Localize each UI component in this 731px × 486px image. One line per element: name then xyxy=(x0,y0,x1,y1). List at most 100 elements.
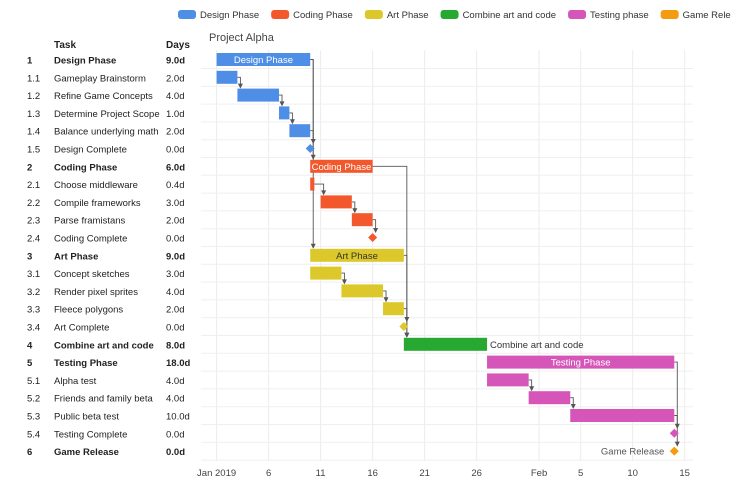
dependency-arrowhead xyxy=(237,83,243,89)
legend-item[interactable]: Combine art and code xyxy=(440,10,556,21)
legend-item[interactable]: Art Phase xyxy=(364,10,429,21)
task-bar xyxy=(237,88,280,102)
x-tick-label: Jan 2019 xyxy=(197,468,236,479)
task-days: 4.0d xyxy=(166,287,185,298)
task-days: 2.0d xyxy=(166,305,185,316)
task-id: 1.1 xyxy=(27,73,40,84)
phase-bar xyxy=(310,248,404,262)
column-header-task: Task xyxy=(54,40,76,51)
task-id: 3.1 xyxy=(27,269,40,280)
dependency-arrowhead xyxy=(674,441,680,447)
table-row: 5.1 Alpha test 4.0d xyxy=(27,376,185,387)
table-row: 1.4 Balance underlying math 2.0d xyxy=(27,127,185,138)
milestone-marker xyxy=(399,322,409,331)
task-id: 2.4 xyxy=(27,234,40,245)
table-row: 1.3 Determine Project Scope 1.0d xyxy=(27,109,185,120)
milestone-marker xyxy=(669,446,679,456)
task-name: Concept sketches xyxy=(54,269,130,280)
milestone-marker xyxy=(669,428,679,438)
table-row: 4 Combine art and code 8.0d xyxy=(27,340,185,351)
legend-swatch xyxy=(568,10,587,19)
task-name: Coding Phase xyxy=(54,162,117,173)
legend-item[interactable]: Testing phase xyxy=(568,10,649,21)
dependency-arrowhead xyxy=(352,208,358,214)
x-tick-label: Feb xyxy=(531,468,547,479)
task-days: 4.0d xyxy=(166,376,185,387)
dependency-arrowhead xyxy=(310,243,316,249)
task-table: 1 Design Phase 9.0d 1.1 Gameplay Brainstorm 2… xyxy=(27,56,190,459)
task-id: 1.2 xyxy=(27,91,40,102)
table-row: 2.1 Choose middleware 0.4d xyxy=(27,180,185,191)
task-days: 10.0d xyxy=(166,412,190,423)
task-name: Refine Game Concepts xyxy=(54,91,153,102)
bar-label: Testing Phase xyxy=(551,358,611,369)
dependency-line xyxy=(372,219,377,232)
table-row: 1.1 Gameplay Brainstorm 2.0d xyxy=(27,73,185,84)
task-id: 1.5 xyxy=(27,145,40,156)
legend-label: Game Release xyxy=(683,10,731,21)
task-days: 0.0d xyxy=(166,323,185,334)
dependency-line xyxy=(403,254,408,337)
legend-label: Design Phase xyxy=(200,10,259,21)
task-name: Design Complete xyxy=(54,145,127,156)
task-id: 2 xyxy=(27,162,32,173)
milestone-marker xyxy=(368,233,378,242)
task-id: 3 xyxy=(27,251,32,262)
task-name: Art Complete xyxy=(54,323,109,334)
task-id: 1.3 xyxy=(27,109,40,120)
task-name: Determine Project Scope xyxy=(54,109,160,120)
dependency-arrowhead xyxy=(321,190,327,196)
table-row: 2.2 Compile frameworks 3.0d xyxy=(27,198,185,209)
column-header-days: Days xyxy=(166,40,190,51)
task-days: 3.0d xyxy=(166,198,185,209)
legend-item[interactable]: Coding Phase xyxy=(271,10,353,21)
dependency-line xyxy=(310,59,314,248)
legend: Design Phase Coding Phase Art Phase Combine… xyxy=(178,10,731,21)
bar-label: Design Phase xyxy=(234,55,293,66)
task-days: 2.0d xyxy=(166,216,185,227)
chart-title: Project Alpha xyxy=(209,32,275,44)
task-id: 2.3 xyxy=(27,216,40,227)
task-bar xyxy=(289,124,311,138)
task-days: 9.0d xyxy=(166,251,185,262)
table-row: 2.3 Parse framistans 2.0d xyxy=(27,216,185,227)
task-id: 1 xyxy=(27,56,33,67)
task-name: Gameplay Brainstorm xyxy=(54,73,146,84)
legend-swatch xyxy=(271,10,290,19)
table-row: 3.2 Render pixel sprites 4.0d xyxy=(27,287,185,298)
task-id: 3.3 xyxy=(27,305,40,316)
table-row: 5.2 Friends and family beta 4.0d xyxy=(27,394,185,405)
table-row: 3.4 Art Complete 0.0d xyxy=(27,323,185,334)
task-name: Parse framistans xyxy=(54,216,126,227)
task-bar xyxy=(216,70,238,84)
bar-label: Combine art and code xyxy=(490,340,583,351)
legend-swatch xyxy=(178,10,196,19)
task-name: Compile frameworks xyxy=(54,198,141,209)
legend-item[interactable]: Game Release xyxy=(660,10,731,21)
legend-label: Testing phase xyxy=(590,10,649,21)
task-days: 2.0d xyxy=(166,127,185,138)
task-days: 1.0d xyxy=(166,109,185,120)
table-row: 3 Art Phase 9.0d xyxy=(27,251,185,262)
bar-label: Art Phase xyxy=(336,251,378,262)
task-name: Design Phase xyxy=(54,56,116,67)
table-row: 3.3 Fleece polygons 2.0d xyxy=(27,305,185,316)
table-row: 1.2 Refine Game Concepts 4.0d xyxy=(27,91,185,102)
dependency-line xyxy=(674,361,678,446)
task-id: 2.2 xyxy=(27,198,40,209)
x-tick-label: 5 xyxy=(578,468,583,479)
legend-label: Art Phase xyxy=(387,10,429,21)
task-days: 8.0d xyxy=(166,340,185,351)
legend-label: Combine art and code xyxy=(463,10,556,21)
table-row: 6 Game Release 0.0d xyxy=(27,447,185,458)
task-bar xyxy=(351,213,373,227)
task-id: 5.4 xyxy=(27,429,40,440)
table-row: 1.5 Design Complete 0.0d xyxy=(27,145,185,156)
task-name: Testing Phase xyxy=(54,358,118,369)
task-id: 1.4 xyxy=(27,127,40,138)
task-days: 9.0d xyxy=(166,56,185,67)
gantt-bars: Design Phase Coding Phase Art Phase Combine… xyxy=(216,53,679,458)
task-bar xyxy=(279,106,290,120)
legend-item[interactable]: Design Phase xyxy=(178,10,259,21)
task-name: Render pixel sprites xyxy=(54,287,138,298)
